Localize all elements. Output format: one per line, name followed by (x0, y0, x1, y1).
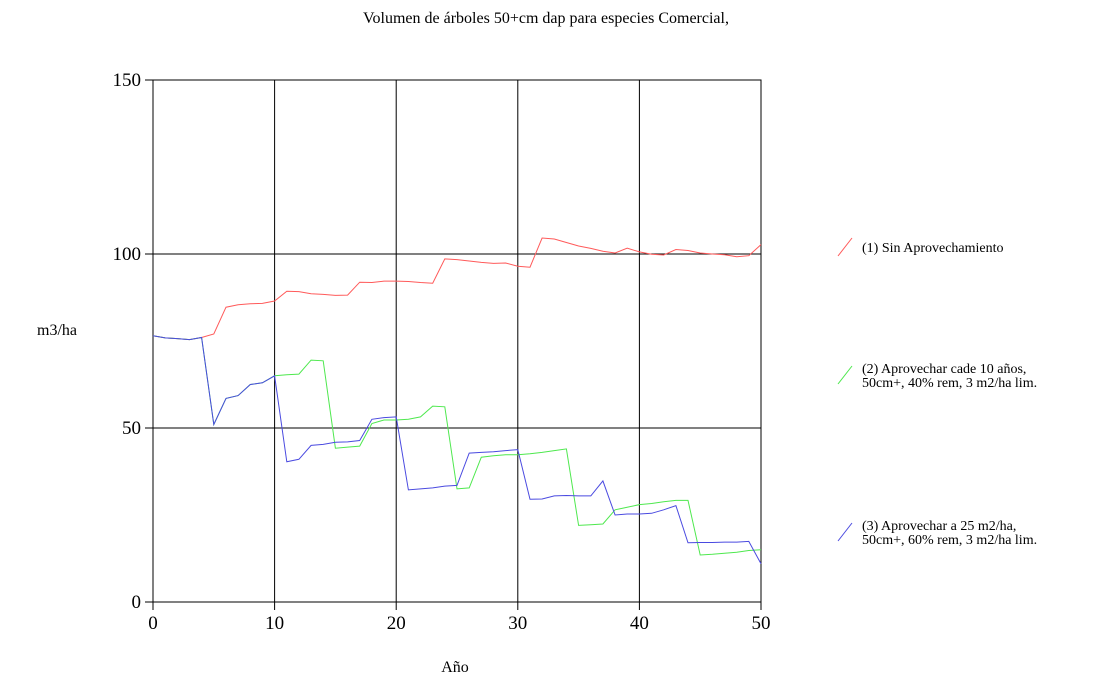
series-lines (152, 237, 762, 564)
y-axis-label: m3/ha (37, 322, 77, 339)
plot-area (152, 79, 762, 603)
series-1-line (152, 237, 762, 341)
chart-title: Volumen de árboles 50+cm dap para especi… (363, 10, 729, 27)
x-tick-label: 10 (265, 613, 284, 634)
legend-item-2: (2) Aprovechar cade 10 años,50cm+, 40% r… (837, 362, 1037, 391)
y-tick-label: 150 (113, 70, 142, 91)
series-2-line (152, 335, 762, 556)
legend-swatch (837, 237, 853, 257)
series-3-line (152, 335, 762, 564)
x-tick-label: 0 (148, 613, 158, 634)
legend-item-1: (1) Sin Aprovechamiento (837, 237, 1004, 257)
legend-swatch (837, 522, 853, 542)
x-tick-label: 20 (387, 613, 406, 634)
legend-label: (3) Aprovechar a 25 m2/ha, (862, 519, 1016, 534)
grid (152, 79, 762, 603)
x-axis-ticks: 0 10 20 30 40 50 (148, 602, 771, 634)
x-tick-label: 30 (508, 613, 527, 634)
legend-label: (2) Aprovechar cade 10 años, (862, 362, 1026, 377)
legend-label: 50cm+, 40% rem, 3 m2/ha lim. (862, 376, 1037, 391)
legend-label: (1) Sin Aprovechamiento (862, 241, 1004, 256)
y-axis-ticks: 0 50 100 150 (113, 70, 153, 613)
x-tick-label: 50 (752, 613, 771, 634)
legend-swatch (837, 365, 853, 385)
y-tick-label: 50 (122, 418, 141, 439)
y-tick-label: 0 (132, 592, 142, 613)
x-tick-label: 40 (630, 613, 649, 634)
legend-label: 50cm+, 60% rem, 3 m2/ha lim. (862, 533, 1037, 548)
legend-item-3: (3) Aprovechar a 25 m2/ha,50cm+, 60% rem… (837, 519, 1037, 548)
x-axis-label: Año (441, 659, 469, 676)
y-tick-label: 100 (113, 244, 142, 265)
legend: (1) Sin Aprovechamiento (2) Aprovechar ca… (837, 237, 1037, 548)
